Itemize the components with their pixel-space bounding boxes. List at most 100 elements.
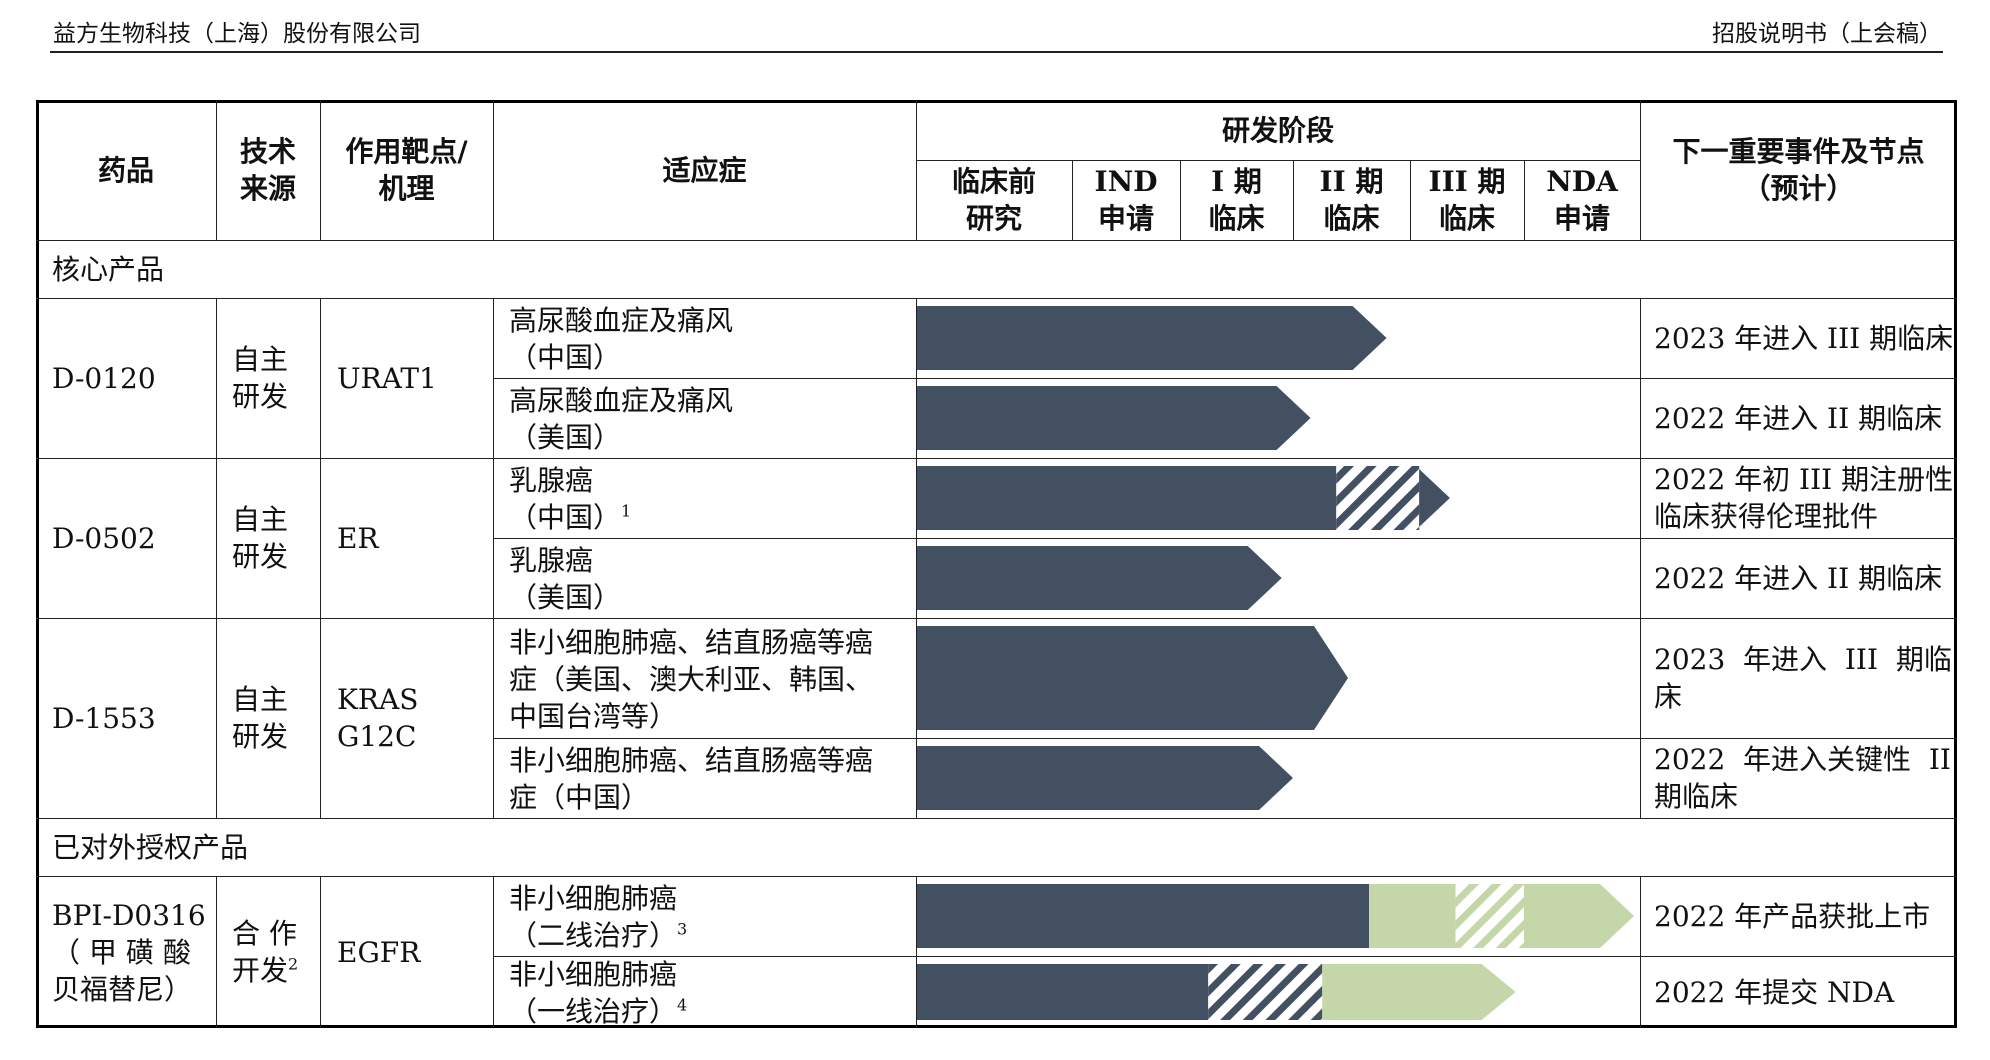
drug-source-line1: 自主	[232, 343, 289, 376]
indication-line: 非小细胞肺癌、结直肠癌等癌	[509, 625, 874, 659]
indication-cell: 乳腺癌 （美国）	[509, 541, 910, 617]
header-indication: 适应症	[662, 153, 747, 187]
drug-name-line1: BPI-D0316	[52, 898, 206, 932]
indication-line: 非小细胞肺癌	[509, 958, 678, 991]
milestone-line: 2022 年提交 NDA	[1654, 975, 1895, 1009]
milestone-cell: 2022 年初 III 期注册性 临床获得伦理批件	[1654, 458, 1954, 538]
header-milestone-line2: （预计）	[1742, 172, 1855, 205]
stage-label-line2: 临床	[1438, 202, 1495, 235]
indication-line: （中国）1	[509, 501, 632, 534]
stage-label-line2: 临床	[1323, 202, 1380, 235]
milestone-cell: 2023 年进入 III 期临床	[1654, 298, 1954, 378]
header-tech-line1: 技术	[239, 135, 296, 168]
indication-line: （中国）	[509, 341, 622, 374]
indication-cell: 高尿酸血症及痛风 （美国）	[509, 381, 910, 457]
footnote-marker: 4	[677, 995, 688, 1015]
drug-source-line2: 研发	[232, 380, 289, 413]
stage-label-line1: NDA	[1546, 165, 1618, 198]
grid-vline	[1072, 160, 1073, 240]
header-milestone: 下一重要事件及节点 （预计）	[1640, 100, 1957, 240]
drug-target: URAT1	[337, 361, 437, 395]
header-target-line1: 作用靶点/	[345, 135, 468, 168]
drug-name: D-0120	[52, 361, 156, 395]
grid-hline	[36, 298, 1957, 299]
milestone-line: 床	[1654, 680, 1683, 713]
indication-line: 非小细胞肺癌	[509, 882, 678, 915]
indication-line: （美国）	[509, 581, 622, 614]
drug-name-line3: 贝福替尼）	[52, 972, 193, 1006]
stage-label-line1: I 期	[1211, 165, 1262, 198]
footnote-marker: 2	[288, 954, 299, 974]
grid-hline	[493, 538, 1957, 539]
drug-target-line1: KRAS	[337, 683, 419, 716]
milestone-line: 2022 年进入 II 期临床	[1654, 401, 1943, 435]
company-name: 益方生物科技（上海）股份有限公司	[53, 21, 421, 47]
grid-vline	[1410, 160, 1411, 240]
grid-hline	[493, 378, 1957, 379]
milestone-line: 2023 年进入 III 期临床	[1654, 321, 1954, 355]
milestone-cell: 2022 年进入 II 期临床	[1654, 538, 1949, 618]
milestone-cell: 2023 年进入 III 期临床	[1654, 618, 1952, 738]
header-stage-phase3: III 期 临床	[1410, 160, 1524, 240]
indication-cell: 非小细胞肺癌 （二线治疗）3	[509, 879, 910, 955]
indication-line: 高尿酸血症及痛风	[509, 304, 734, 337]
header-milestone-line1: 下一重要事件及节点	[1672, 135, 1925, 168]
grid-vline	[1640, 298, 1641, 818]
milestone-line: 2022 年初 III 期注册性	[1654, 463, 1954, 496]
milestone-cell: 2022 年提交 NDA	[1654, 956, 1949, 1028]
grid-vline	[916, 100, 917, 240]
milestone-cell: 2022 年产品获批上市	[1654, 876, 1949, 956]
section-core-products: 核心产品	[52, 252, 165, 286]
milestone-line: 2023 年进入 III 期临	[1654, 643, 1952, 676]
grid-vline	[216, 100, 217, 240]
header-stage-phase2: II 期 临床	[1293, 160, 1410, 240]
footnote-marker: 1	[621, 501, 632, 521]
indication-line: 症（美国、澳大利亚、韩国、	[509, 662, 874, 696]
drug-target-line2: G12C	[337, 720, 417, 753]
header-rd-stage: 研发阶段	[1221, 113, 1334, 147]
grid-vline	[1640, 876, 1641, 1028]
drug-source-line1: 合 作	[232, 917, 297, 950]
milestone-cell: 2022 年进入 II 期临床	[1654, 378, 1949, 458]
milestone-line: 期临床	[1654, 780, 1739, 813]
grid-vline	[493, 100, 494, 240]
grid-hline	[36, 876, 1957, 877]
stage-label-line1: II 期	[1319, 165, 1384, 198]
indication-line: （一线治疗）4	[509, 995, 688, 1028]
header-tech-source: 技术 来源	[216, 100, 320, 240]
grid-hline	[36, 618, 1957, 619]
drug-source: 自主 研发	[232, 618, 320, 818]
header-stage-phase1: I 期 临床	[1180, 160, 1293, 240]
grid-hline	[36, 240, 1957, 241]
drug-name-line2: （甲磺酸	[52, 935, 201, 969]
indication-line: （二线治疗）3	[509, 919, 688, 952]
drug-source-line1: 自主	[232, 683, 289, 716]
grid-hline	[36, 458, 1957, 459]
grid-vline	[320, 876, 321, 1028]
milestone-line: 2022 年产品获批上市	[1654, 899, 1931, 933]
drug-target: ER	[337, 521, 379, 555]
grid-vline	[916, 298, 917, 818]
stage-label-line2: 申请	[1553, 202, 1610, 235]
drug-source: 合 作 开发2	[232, 876, 320, 1028]
indication-line: 中国台湾等）	[509, 699, 678, 733]
grid-hline	[916, 160, 1640, 161]
header-stage-ind: IND 申请	[1072, 160, 1180, 240]
grid-hline	[493, 738, 1957, 739]
grid-vline	[1293, 160, 1294, 240]
grid-vline	[1640, 100, 1641, 240]
stage-label-line2: 研究	[965, 202, 1022, 235]
header-stage-nda: NDA 申请	[1524, 160, 1640, 240]
indication-cell: 非小细胞肺癌 （一线治疗）4	[509, 958, 910, 1028]
indication-cell: 乳腺癌 （中国）1	[509, 461, 910, 537]
header-target-line2: 机理	[378, 172, 435, 205]
grid-vline	[320, 100, 321, 240]
milestone-line: 2022 年进入 II 期临床	[1654, 561, 1943, 595]
grid-vline	[1524, 160, 1525, 240]
stage-label-line1: III 期	[1428, 165, 1506, 198]
drug-source-line1: 自主	[232, 503, 289, 536]
drug-source-line2: 研发	[232, 720, 289, 753]
indication-line: 非小细胞肺癌、结直肠癌等癌	[509, 744, 874, 777]
indication-line: （美国）	[509, 421, 622, 454]
footnote-marker: 3	[677, 919, 688, 939]
